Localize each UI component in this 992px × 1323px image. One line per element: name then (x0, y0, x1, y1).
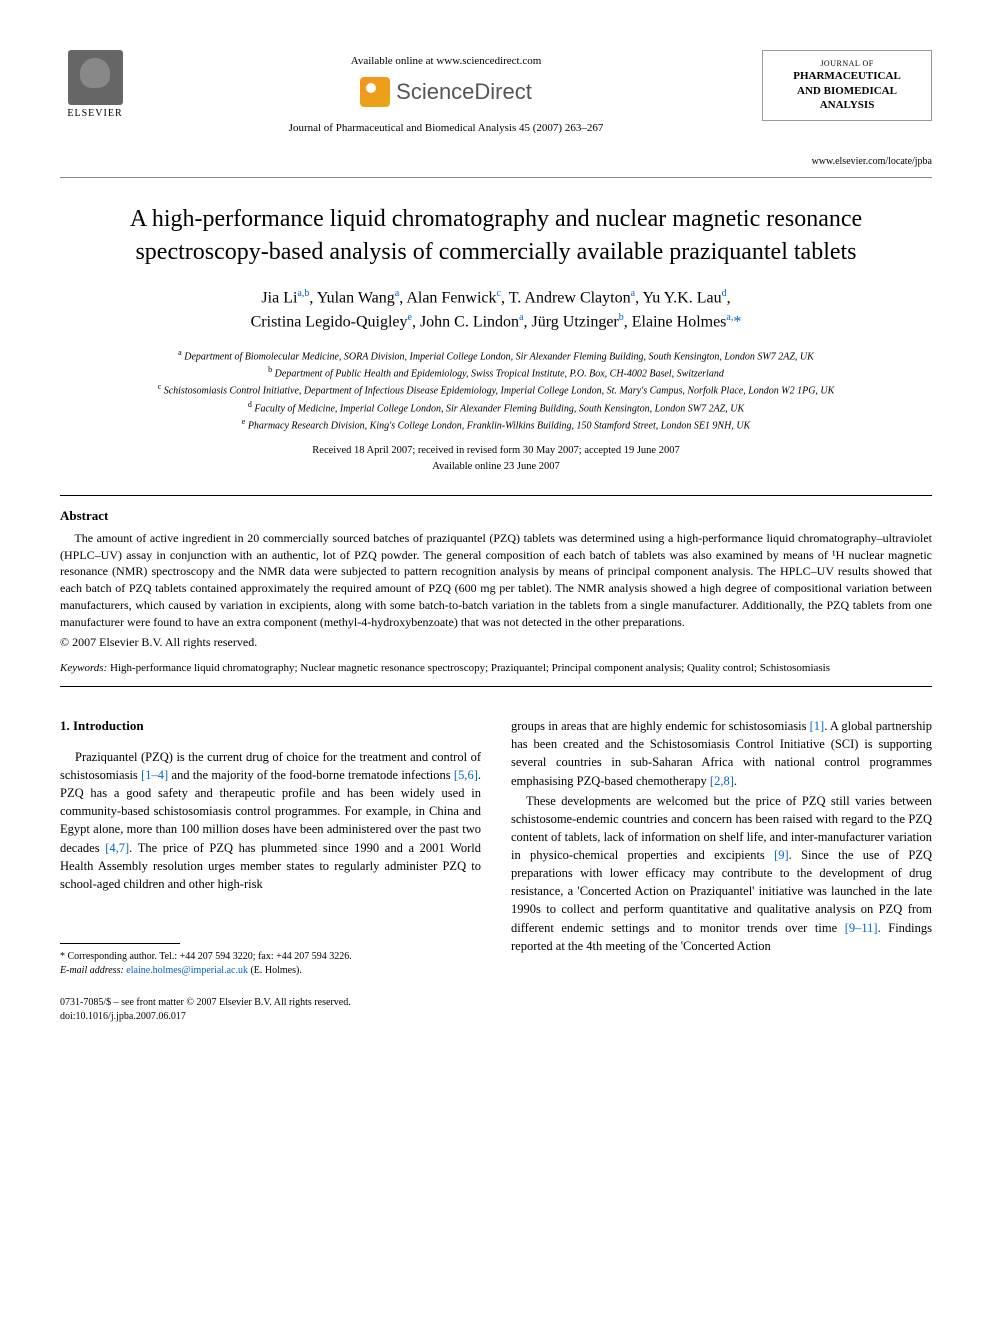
article-dates: Received 18 April 2007; received in revi… (60, 443, 932, 475)
body-columns: 1. Introduction Praziquantel (PZQ) is th… (60, 717, 932, 1024)
footnote-email: E-mail address: elaine.holmes@imperial.a… (60, 964, 481, 978)
keywords: Keywords: High-performance liquid chroma… (60, 660, 932, 677)
right-column: groups in areas that are highly endemic … (511, 717, 932, 1024)
journal-reference: Journal of Pharmaceutical and Biomedical… (130, 122, 762, 134)
abstract-bottom-rule (60, 686, 932, 687)
abstract-copyright: © 2007 Elsevier B.V. All rights reserved… (60, 635, 932, 650)
intro-paragraph-2: These developments are welcomed but the … (511, 792, 932, 955)
affiliation-e: e Pharmacy Research Division, King's Col… (60, 416, 932, 433)
journal-name-top: JOURNAL OF (771, 59, 923, 69)
email-link[interactable]: elaine.holmes@imperial.ac.uk (126, 965, 248, 976)
affiliation-d: d Faculty of Medicine, Imperial College … (60, 399, 932, 416)
left-column: 1. Introduction Praziquantel (PZQ) is th… (60, 717, 481, 1024)
journal-name-2: AND BIOMEDICAL (771, 84, 923, 98)
keywords-text: High-performance liquid chromatography; … (110, 662, 830, 674)
elsevier-label: ELSEVIER (60, 108, 130, 119)
affiliation-a: a Department of Biomolecular Medicine, S… (60, 347, 932, 364)
center-header: Available online at www.sciencedirect.co… (130, 50, 762, 134)
abstract-heading: Abstract (60, 508, 932, 524)
corresponding-author-footnote: * Corresponding author. Tel.: +44 207 59… (60, 950, 481, 978)
affiliation-c: c Schistosomiasis Control Initiative, De… (60, 381, 932, 398)
footnote-corr: * Corresponding author. Tel.: +44 207 59… (60, 950, 481, 964)
abstract-top-rule (60, 495, 932, 496)
affiliation-b: b Department of Public Health and Epidem… (60, 364, 932, 381)
sciencedirect-logo: ScienceDirect (130, 77, 762, 107)
email-label: E-mail address: (60, 965, 124, 976)
keywords-label: Keywords: (60, 662, 107, 674)
journal-box: JOURNAL OF PHARMACEUTICAL AND BIOMEDICAL… (762, 50, 932, 167)
journal-name-1: PHARMACEUTICAL (771, 69, 923, 83)
availability-text: Available online at www.sciencedirect.co… (130, 55, 762, 67)
elsevier-tree-icon (68, 50, 123, 105)
header-rule (60, 177, 932, 178)
dates-received: Received 18 April 2007; received in revi… (60, 443, 932, 459)
elsevier-logo: ELSEVIER (60, 50, 130, 119)
sciencedirect-icon (360, 77, 390, 107)
intro-paragraph-1-cont: groups in areas that are highly endemic … (511, 717, 932, 790)
abstract-body: The amount of active ingredient in 20 co… (60, 530, 932, 631)
journal-name-3: ANALYSIS (771, 98, 923, 112)
intro-paragraph-1: Praziquantel (PZQ) is the current drug o… (60, 748, 481, 893)
section-1-heading: 1. Introduction (60, 717, 481, 736)
dates-online: Available online 23 June 2007 (60, 459, 932, 475)
footer-text: 0731-7085/$ – see front matter © 2007 El… (60, 996, 481, 1024)
journal-url[interactable]: www.elsevier.com/locate/jpba (762, 156, 932, 167)
front-matter: 0731-7085/$ – see front matter © 2007 El… (60, 996, 481, 1010)
journal-name-block: JOURNAL OF PHARMACEUTICAL AND BIOMEDICAL… (762, 50, 932, 121)
doi: doi:10.1016/j.jpba.2007.06.017 (60, 1010, 481, 1024)
email-suffix: (E. Holmes). (250, 965, 301, 976)
footnote-separator (60, 943, 180, 944)
page-header: ELSEVIER Available online at www.science… (60, 50, 932, 167)
affiliations: a Department of Biomolecular Medicine, S… (60, 347, 932, 434)
sciencedirect-text: ScienceDirect (396, 79, 532, 105)
article-title: A high-performance liquid chromatography… (60, 203, 932, 268)
author-list: Jia Lia,b, Yulan Wanga, Alan Fenwickc, T… (60, 286, 932, 335)
